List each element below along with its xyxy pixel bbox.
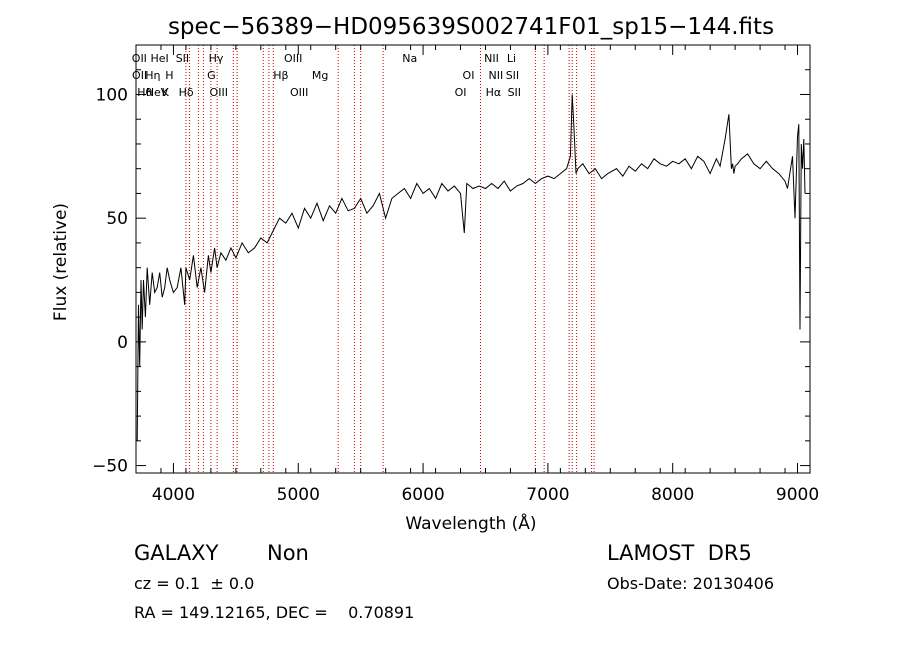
object-subclass: Non: [267, 541, 309, 565]
line-label: Hδ: [179, 86, 194, 99]
line-label: G: [207, 69, 216, 82]
line-label: OII: [132, 52, 147, 65]
redshift-line: cz = 0.1 ± 0.0: [134, 574, 255, 593]
line-label: H: [165, 69, 173, 82]
line-label: Hβ: [273, 69, 288, 82]
line-label: Mg: [312, 69, 328, 82]
plot-frame: [135, 44, 811, 474]
coordinates-line: RA = 149.12165, DEC = 0.70891: [134, 603, 415, 622]
x-tick-label: 5000: [277, 485, 320, 505]
emission-line-labels: OIIOIIHθHηNeVHeIKHSIIHδGHγOIIIHβOIIIOIII…: [132, 52, 521, 99]
y-tick-label: 100: [96, 85, 128, 105]
y-tick-label: 50: [106, 209, 128, 229]
line-label: OIII: [284, 52, 302, 65]
object-class: GALAXY: [134, 541, 219, 565]
line-label: SII: [176, 52, 189, 65]
line-label: Li: [507, 52, 516, 65]
line-label: Na: [402, 52, 417, 65]
line-label: OII: [132, 69, 147, 82]
y-tick-label: −50: [92, 457, 128, 477]
line-label: NeV: [146, 86, 169, 99]
chart-title: spec−56389−HD095639S002741F01_sp15−144.f…: [168, 14, 774, 40]
line-label: OIII: [210, 86, 228, 99]
line-label: OIII: [290, 86, 308, 99]
y-axis-ticks: −50 0 50 100: [92, 44, 810, 477]
emission-line-markers: [185, 45, 595, 473]
line-label: Hθ: [137, 86, 152, 99]
observation-date: Obs-Date: 20130406: [607, 574, 775, 593]
y-axis-label: Flux (relative): [51, 203, 71, 321]
line-label: K: [162, 86, 170, 99]
x-tick-label: 8000: [651, 485, 694, 505]
spectrum-line: [136, 94, 806, 441]
line-label: Hη: [145, 69, 160, 82]
line-label: OI: [455, 86, 467, 99]
x-axis-ticks: 4000 5000 6000 7000 8000 9000: [135, 45, 819, 505]
x-tick-label: 7000: [526, 485, 569, 505]
x-axis-label: Wavelength (Å): [405, 512, 536, 534]
line-label: HeI: [150, 52, 168, 65]
line-label: NII: [488, 69, 503, 82]
line-label: SII: [508, 86, 521, 99]
line-label: OI: [463, 69, 475, 82]
line-label: NII: [484, 52, 499, 65]
y-tick-label: 0: [117, 333, 128, 353]
x-tick-label: 9000: [776, 485, 819, 505]
x-tick-label: 4000: [152, 485, 195, 505]
line-label: Hγ: [209, 52, 224, 65]
x-tick-label: 6000: [401, 485, 444, 505]
line-label: Hα: [486, 86, 502, 99]
line-label: SII: [506, 69, 519, 82]
survey-name: LAMOST DR5: [607, 541, 752, 565]
